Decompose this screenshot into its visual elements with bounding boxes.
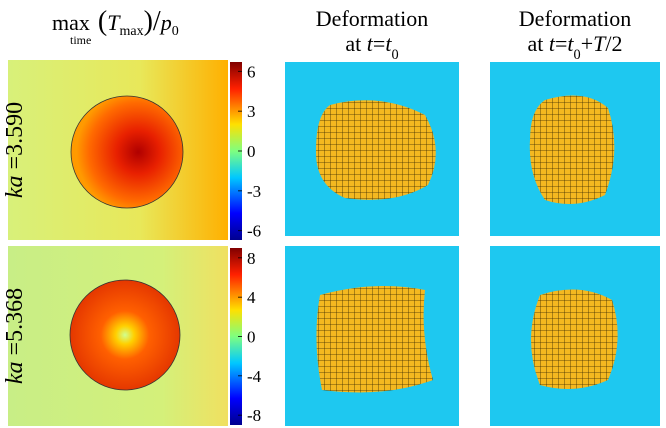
text-part: t [385, 31, 392, 56]
header-part: p [159, 10, 172, 35]
deformed-body [531, 289, 618, 389]
text-part: T [593, 31, 607, 56]
deformed-body [529, 95, 615, 204]
header-part: T [107, 10, 121, 35]
text-part: + [581, 31, 593, 56]
text-part: =3.590 [2, 102, 28, 176]
scatterer [70, 95, 184, 209]
header-part: ( [98, 6, 107, 37]
colorbar-tick-label: 8 [247, 249, 256, 268]
text-part: at [345, 31, 366, 56]
rich-text: at t=t0​+T/2 [527, 31, 622, 63]
text-part: t [567, 31, 574, 56]
text-part: ka [2, 175, 28, 198]
header-part: 0 [172, 24, 179, 39]
header-part: max [119, 24, 143, 39]
colorbar-tick-label: 6 [247, 62, 256, 81]
rich-text: ka =3.590 [2, 102, 28, 198]
scatterer [69, 279, 181, 391]
colorbar-tick-label: 0 [247, 328, 256, 347]
colorbar-tick-label: 4 [247, 288, 256, 307]
rich-text: at t=t0​ [345, 31, 398, 63]
text-part: ka [2, 361, 28, 384]
text-part: = [373, 31, 385, 56]
header-part: ) [144, 6, 153, 37]
text-part: t [549, 31, 556, 56]
colorbar-tick-label: -6 [247, 222, 261, 241]
column-title: Deformation [316, 6, 428, 31]
text-part: 0 [574, 47, 581, 63]
deformed-body [315, 100, 436, 200]
text-part: at [527, 31, 548, 56]
text-part: =5.368 [2, 288, 28, 362]
colorbar-tick-label: 0 [247, 142, 256, 161]
text-part: 0 [391, 47, 398, 63]
colorbar-tick-label: -3 [247, 182, 261, 201]
column-title: Deformation [519, 6, 631, 31]
header-part: / [153, 6, 161, 37]
colorbar [230, 62, 242, 240]
colorbar-tick-label: -4 [247, 367, 262, 386]
colorbar-tick-label: -8 [247, 406, 261, 425]
panels [8, 60, 660, 426]
text-part: = [555, 31, 567, 56]
header: max (Tmax)/p0 [52, 6, 179, 39]
rich-text: ka =5.368 [2, 288, 28, 384]
header-under: time [70, 33, 91, 47]
deformed-body [316, 286, 433, 393]
colorbar [230, 248, 242, 425]
text-part: t [367, 31, 374, 56]
header-part: max [52, 10, 90, 35]
colorbar-tick-label: 3 [247, 102, 256, 121]
text-part: /2 [605, 31, 622, 56]
